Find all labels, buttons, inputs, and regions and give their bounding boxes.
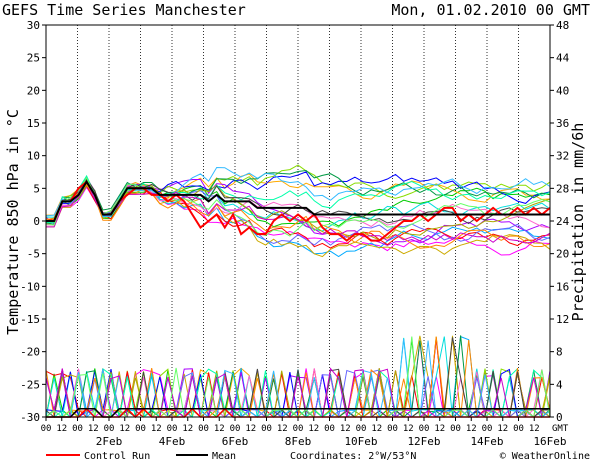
hour-tick-label: 12 [340,424,351,434]
y2-tick-label: 44 [556,52,570,65]
date-tick-label: 6Feb [222,435,249,448]
y2-tick-label: 16 [556,280,569,293]
date-tick-label: 16Feb [533,435,566,448]
y-tick-label: 30 [27,19,40,32]
date-tick-label: 10Feb [344,435,377,448]
hour-tick-label: 00 [230,424,241,434]
hour-tick-label: 12 [214,424,225,434]
date-tick-label: 14Feb [470,435,503,448]
y-axis-ticks: 30 25 20 15 10 5 0 -5 -10 -15 -20 -25 -30 [20,19,46,424]
y-tick-label: -5 [27,248,40,261]
date-tick-label: 2Feb [96,435,123,448]
date-tick-label: 12Feb [407,435,440,448]
y2-tick-label: 24 [556,215,570,228]
hour-tick-label: 12 [151,424,162,434]
hour-tick-label: 12 [56,424,67,434]
hour-tick-label: 00 [387,424,398,434]
ensemble-temperature-line [46,180,551,244]
y-tick-label: 15 [27,117,40,130]
hour-tick-label: 00 [198,424,209,434]
hour-tick-label: 12 [466,424,477,434]
hour-tick-label: 00 [72,424,83,434]
hour-tick-label: 00 [104,424,115,434]
y2-tick-label: 20 [556,248,569,261]
y-tick-label: -10 [20,280,40,293]
x-axis-ticks: 00 12 00 12 00 12 00 12 00 12 00 12 00 12 00 12 00 12 00 12… [41,417,569,448]
hour-tick-label: 12 [308,424,319,434]
y2-tick-label: 28 [556,182,569,195]
hour-tick-label: 00 [356,424,367,434]
hour-tick-label: 12 [88,424,99,434]
mean-precipitation-line [46,408,550,418]
y-tick-label: -25 [20,378,40,391]
legend: Control Run Mean Coordinates: 2°W/53°N ©… [46,451,590,460]
y2-tick-label: 36 [556,117,569,130]
hour-tick-label: 12 [371,424,382,434]
y-tick-label: 0 [33,215,40,228]
hour-tick-label: 12 [245,424,256,434]
y-tick-label: 20 [27,84,40,97]
hour-tick-label: 00 [482,424,493,434]
mean-temperature-line [46,179,550,222]
hour-tick-label: 00 [450,424,461,434]
legend-credit: © WeatherOnline [500,451,590,460]
date-tick-label: 8Feb [285,435,312,448]
y2-tick-label: 32 [556,150,569,163]
hour-tick-label: 00 [324,424,335,434]
hour-tick-label: 12 [277,424,288,434]
hour-tick-label: 12 [119,424,130,434]
control-run-temperature-line [46,180,551,242]
hour-tick-label: 00 [135,424,146,434]
hour-tick-label: 00 [41,424,52,434]
legend-control-label: Control Run [84,451,150,460]
y-tick-label: -15 [20,313,40,326]
hour-tick-label: 12 [182,424,193,434]
hour-tick-label: 12 [529,424,540,434]
chart-title: GEFS Time Series Manchester [2,1,246,19]
y2-tick-label: 0 [556,411,563,424]
hour-tick-label: 12 [403,424,414,434]
run-label: Mon, 01.02.2010 00 GMT [391,1,590,19]
y-tick-label: -30 [20,411,40,424]
y2-tick-label: 48 [556,19,569,32]
hour-tick-label: 00 [261,424,272,434]
y2-axis-label: Precipitation in mm/6h [569,123,587,322]
ensemble-temperature-line [45,178,551,226]
hour-tick-label: 00 [293,424,304,434]
gmt-label: GMT [552,424,569,434]
y-tick-label: 25 [27,52,40,65]
y-tick-label: 5 [33,182,40,195]
date-tick-label: 4Feb [159,435,186,448]
y2-tick-label: 4 [556,378,563,391]
y-axis-label: Temperature 850 hPa in °C [4,109,22,335]
legend-coordinates: Coordinates: 2°W/53°N [290,451,416,460]
hour-tick-label: 00 [419,424,430,434]
hour-tick-label: 12 [434,424,445,434]
hour-tick-label: 12 [497,424,508,434]
y2-tick-label: 8 [556,346,563,359]
y-tick-label: -20 [20,346,40,359]
y2-tick-label: 12 [556,313,569,326]
y2-tick-label: 40 [556,84,569,97]
hour-tick-label: 00 [513,424,524,434]
ensemble-temperature-line [45,176,551,237]
legend-mean-label: Mean [212,451,236,460]
y-tick-label: 10 [27,150,40,163]
ensemble-temperature-line [45,174,551,224]
hour-tick-label: 00 [167,424,178,434]
